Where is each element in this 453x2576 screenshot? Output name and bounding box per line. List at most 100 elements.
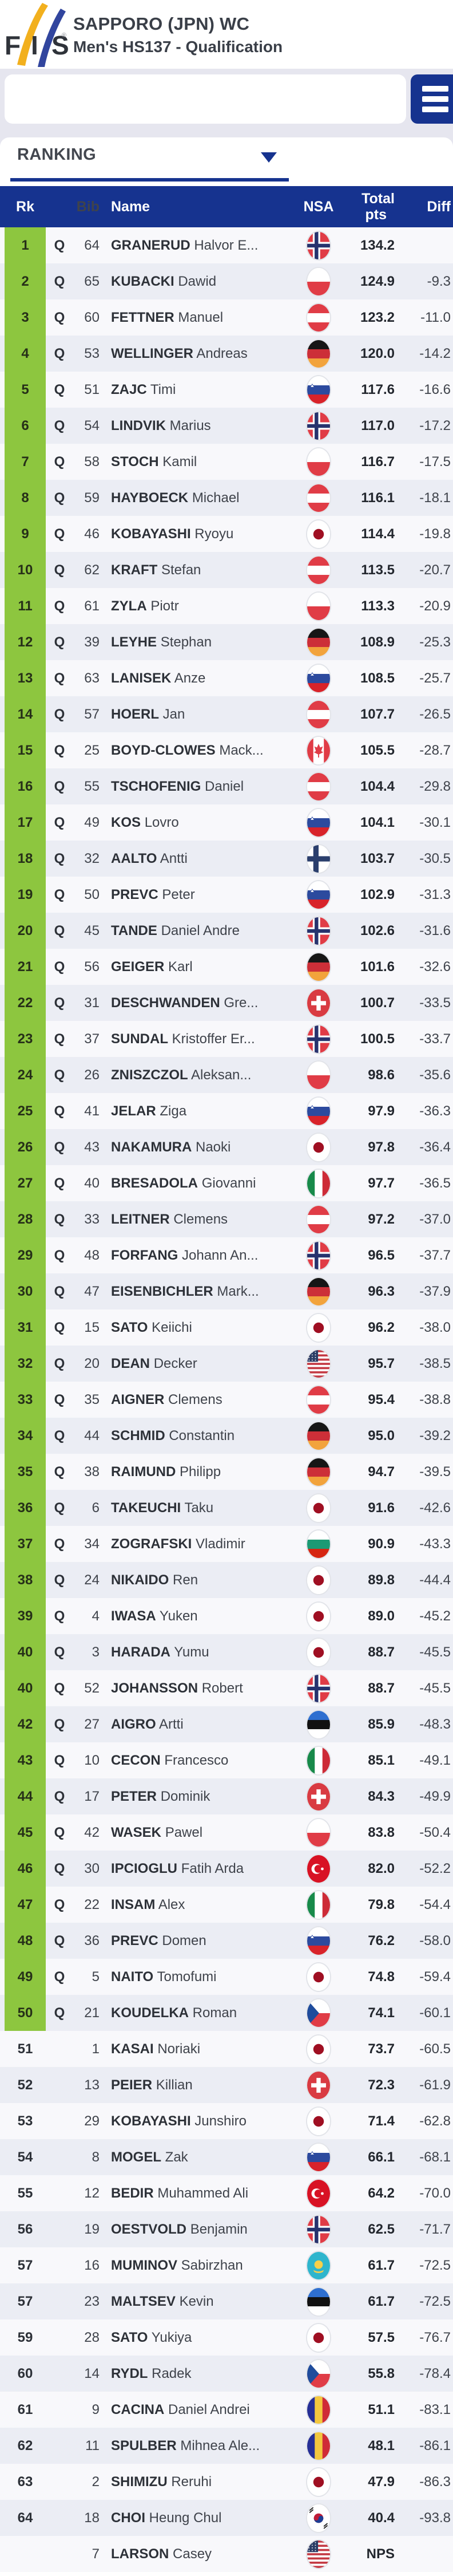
table-row[interactable]: 12 Q 39 LEYHE Stephan 108.9 -25.3 [0, 624, 453, 660]
table-row[interactable]: 53 29 KOBAYASHI Junshiro 71.4 -62.8 [0, 2103, 453, 2139]
bib-cell: 56 [84, 958, 100, 975]
table-row[interactable]: 15 Q 25 BOYD-CLOWES Mack... 105.5 -28.7 [0, 732, 453, 768]
table-row[interactable]: 27 Q 40 BRESADOLA Giovanni 97.7 -36.5 [0, 1165, 453, 1201]
table-row[interactable]: 11 Q 61 ZYLA Piotr 113.3 -20.9 [0, 588, 453, 624]
table-row[interactable]: 63 2 SHIMIZU Reruhi 47.9 -86.3 [0, 2464, 453, 2500]
flag-rou-icon [306, 2431, 331, 2461]
table-row[interactable]: 21 Q 56 GEIGER Karl 101.6 -32.6 [0, 949, 453, 985]
table-row[interactable]: 56 19 OESTVOLD Benjamin 62.5 -71.7 [0, 2211, 453, 2247]
table-row[interactable]: 7 Q 58 STOCH Kamil 116.7 -17.5 [0, 444, 453, 480]
table-row[interactable]: 44 Q 17 PETER Dominik 84.3 -49.9 [0, 1778, 453, 1814]
menu-button[interactable] [411, 74, 453, 124]
table-row[interactable]: 25 Q 41 JELAR Ziga 97.9 -36.3 [0, 1093, 453, 1129]
table-row[interactable]: 51 1 KASAI Noriaki 73.7 -60.5 [0, 2031, 453, 2067]
table-row[interactable]: 45 Q 42 WASEK Pawel 83.8 -50.4 [0, 1814, 453, 1851]
table-row[interactable]: 37 Q 34 ZOGRAFSKI Vladimir 90.9 -43.3 [0, 1526, 453, 1562]
table-row[interactable]: 31 Q 15 SATO Keiichi 96.2 -38.0 [0, 1309, 453, 1346]
table-row[interactable]: 16 Q 55 TSCHOFENIG Daniel 104.4 -29.8 [0, 768, 453, 804]
table-row[interactable]: 1 Q 64 GRANERUD Halvor E... 134.2 [0, 227, 453, 263]
bib-cell: 64 [84, 237, 100, 253]
diff-cell: -42.6 [419, 1500, 451, 1516]
table-row[interactable]: 61 9 CACINA Daniel Andrei 51.1 -83.1 [0, 2392, 453, 2428]
table-row[interactable]: 42 Q 27 AIGRO Artti 85.9 -48.3 [0, 1706, 453, 1742]
table-row[interactable]: 7 LARSON Casey NPS [0, 2536, 453, 2572]
table-row[interactable]: 28 Q 33 LEITNER Clemens 97.2 -37.0 [0, 1201, 453, 1237]
table-row[interactable]: 34 Q 44 SCHMID Constantin 95.0 -39.2 [0, 1418, 453, 1454]
table-row[interactable]: 46 Q 30 IPCIOGLU Fatih Arda 82.0 -52.2 [0, 1851, 453, 1887]
qualified-cell: Q [54, 1067, 65, 1083]
table-row[interactable]: 23 Q 37 SUNDAL Kristoffer Er... 100.5 -3… [0, 1021, 453, 1057]
nsa-cell [301, 2467, 336, 2497]
total-points-cell: 76.2 [368, 1932, 395, 1948]
flag-kor-icon [306, 2503, 331, 2533]
table-row[interactable]: 55 12 BEDIR Muhammed Ali 64.2 -70.0 [0, 2175, 453, 2211]
table-row[interactable]: 52 13 PEIER Killian 72.3 -61.9 [0, 2067, 453, 2103]
table-row[interactable]: 13 Q 63 LANISEK Anze 108.5 -25.7 [0, 660, 453, 696]
table-row[interactable]: 20 Q 45 TANDE Daniel Andre 102.6 -31.6 [0, 913, 453, 949]
table-row[interactable]: 50 Q 21 KOUDELKA Roman 74.1 -60.1 [0, 1995, 453, 2031]
table-row[interactable]: 49 Q 5 NAITO Tomofumi 74.8 -59.4 [0, 1959, 453, 1995]
table-row[interactable]: 4 Q 53 WELLINGER Andreas 120.0 -14.2 [0, 336, 453, 372]
table-row[interactable]: 64 18 CHOI Heung Chul 40.4 -93.8 [0, 2500, 453, 2536]
tab-ranking[interactable]: RANKING [17, 145, 97, 164]
athlete-name: RAIMUND Philipp [111, 1463, 221, 1480]
table-row[interactable]: 9 Q 46 KOBAYASHI Ryoyu 114.4 -19.8 [0, 516, 453, 552]
flag-sui-icon [306, 988, 331, 1018]
table-row[interactable]: 29 Q 48 FORFANG Johann An... 96.5 -37.7 [0, 1237, 453, 1273]
athlete-name: KOS Lovro [111, 814, 179, 830]
table-row[interactable]: 17 Q 49 KOS Lovro 104.1 -30.1 [0, 804, 453, 841]
athlete-name: ZNISZCZOL Aleksan... [111, 1067, 252, 1083]
flag-nor-icon [306, 1024, 331, 1054]
bib-cell: 20 [84, 1355, 100, 1371]
table-row[interactable]: 3 Q 60 FETTNER Manuel 123.2 -11.0 [0, 299, 453, 336]
qualified-cell: Q [54, 742, 65, 758]
table-row[interactable]: 59 28 SATO Yukiya 57.5 -76.7 [0, 2319, 453, 2356]
table-row[interactable]: 43 Q 10 CECON Francesco 85.1 -49.1 [0, 1742, 453, 1778]
bib-cell: 3 [92, 1644, 100, 1660]
table-row[interactable]: 38 Q 24 NIKAIDO Ren 89.8 -44.4 [0, 1562, 453, 1598]
bib-cell: 41 [84, 1103, 100, 1119]
table-row[interactable]: 62 11 SPULBER Mihnea Ale... 48.1 -86.1 [0, 2428, 453, 2464]
svg-text:I: I [31, 30, 38, 60]
table-row[interactable]: 57 23 MALTSEV Kevin 61.7 -72.5 [0, 2283, 453, 2319]
table-row[interactable]: 5 Q 51 ZAJC Timi 117.6 -16.6 [0, 372, 453, 408]
table-row[interactable]: 30 Q 47 EISENBICHLER Mark... 96.3 -37.9 [0, 1273, 453, 1309]
diff-cell: -72.5 [419, 2257, 451, 2273]
flag-pol-icon [306, 447, 331, 477]
table-row[interactable]: 10 Q 62 KRAFT Stefan 113.5 -20.7 [0, 552, 453, 588]
table-row[interactable]: 40 Q 3 HARADA Yumu 88.7 -45.5 [0, 1634, 453, 1670]
table-row[interactable]: 60 14 RYDL Radek 55.8 -78.4 [0, 2356, 453, 2392]
table-row[interactable]: 24 Q 26 ZNISZCZOL Aleksan... 98.6 -35.6 [0, 1057, 453, 1093]
qualified-cell: Q [54, 1391, 65, 1407]
table-row[interactable]: 26 Q 43 NAKAMURA Naoki 97.8 -36.4 [0, 1129, 453, 1165]
table-row[interactable]: 57 16 MUMINOV Sabirzhan 61.7 -72.5 [0, 2247, 453, 2283]
table-row[interactable]: 35 Q 38 RAIMUND Philipp 94.7 -39.5 [0, 1454, 453, 1490]
bib-cell: 14 [84, 2365, 100, 2381]
diff-cell: -52.2 [419, 1860, 451, 1876]
table-row[interactable]: 47 Q 22 INSAM Alex 79.8 -54.4 [0, 1887, 453, 1923]
flag-jpn-icon [306, 1132, 331, 1162]
table-row[interactable]: 2 Q 65 KUBACKI Dawid 124.9 -9.3 [0, 263, 453, 299]
table-row[interactable]: 18 Q 32 AALTO Antti 103.7 -30.5 [0, 841, 453, 877]
table-row[interactable]: 19 Q 50 PREVC Peter 102.9 -31.3 [0, 877, 453, 913]
total-points-cell: 74.1 [368, 2005, 395, 2021]
bib-cell: 49 [84, 814, 100, 830]
nsa-cell [301, 2286, 336, 2317]
chevron-down-icon[interactable] [261, 152, 277, 163]
rank-cell: 4 [5, 336, 46, 372]
table-row[interactable]: 48 Q 36 PREVC Domen 76.2 -58.0 [0, 1923, 453, 1959]
table-row[interactable]: 8 Q 59 HAYBOECK Michael 116.1 -18.1 [0, 480, 453, 516]
table-row[interactable]: 32 Q 20 DEAN Decker 95.7 -38.5 [0, 1346, 453, 1382]
table-row[interactable]: 6 Q 54 LINDVIK Marius 117.0 -17.2 [0, 408, 453, 444]
table-row[interactable]: 39 Q 4 IWASA Yuken 89.0 -45.2 [0, 1598, 453, 1634]
table-row[interactable]: 14 Q 57 HOERL Jan 107.7 -26.5 [0, 696, 453, 732]
table-row[interactable]: 22 Q 31 DESCHWANDEN Gre... 100.7 -33.5 [0, 985, 453, 1021]
table-row[interactable]: 40 Q 52 JOHANSSON Robert 88.7 -45.5 [0, 1670, 453, 1706]
nsa-cell [301, 1853, 336, 1884]
table-row[interactable]: 54 8 MOGEL Zak 66.1 -68.1 [0, 2139, 453, 2175]
qualified-cell: Q [54, 1211, 65, 1227]
total-points-cell: 100.7 [360, 995, 395, 1011]
table-row[interactable]: 33 Q 35 AIGNER Clemens 95.4 -38.8 [0, 1382, 453, 1418]
search-input[interactable] [5, 74, 406, 124]
table-row[interactable]: 36 Q 6 TAKEUCHI Taku 91.6 -42.6 [0, 1490, 453, 1526]
